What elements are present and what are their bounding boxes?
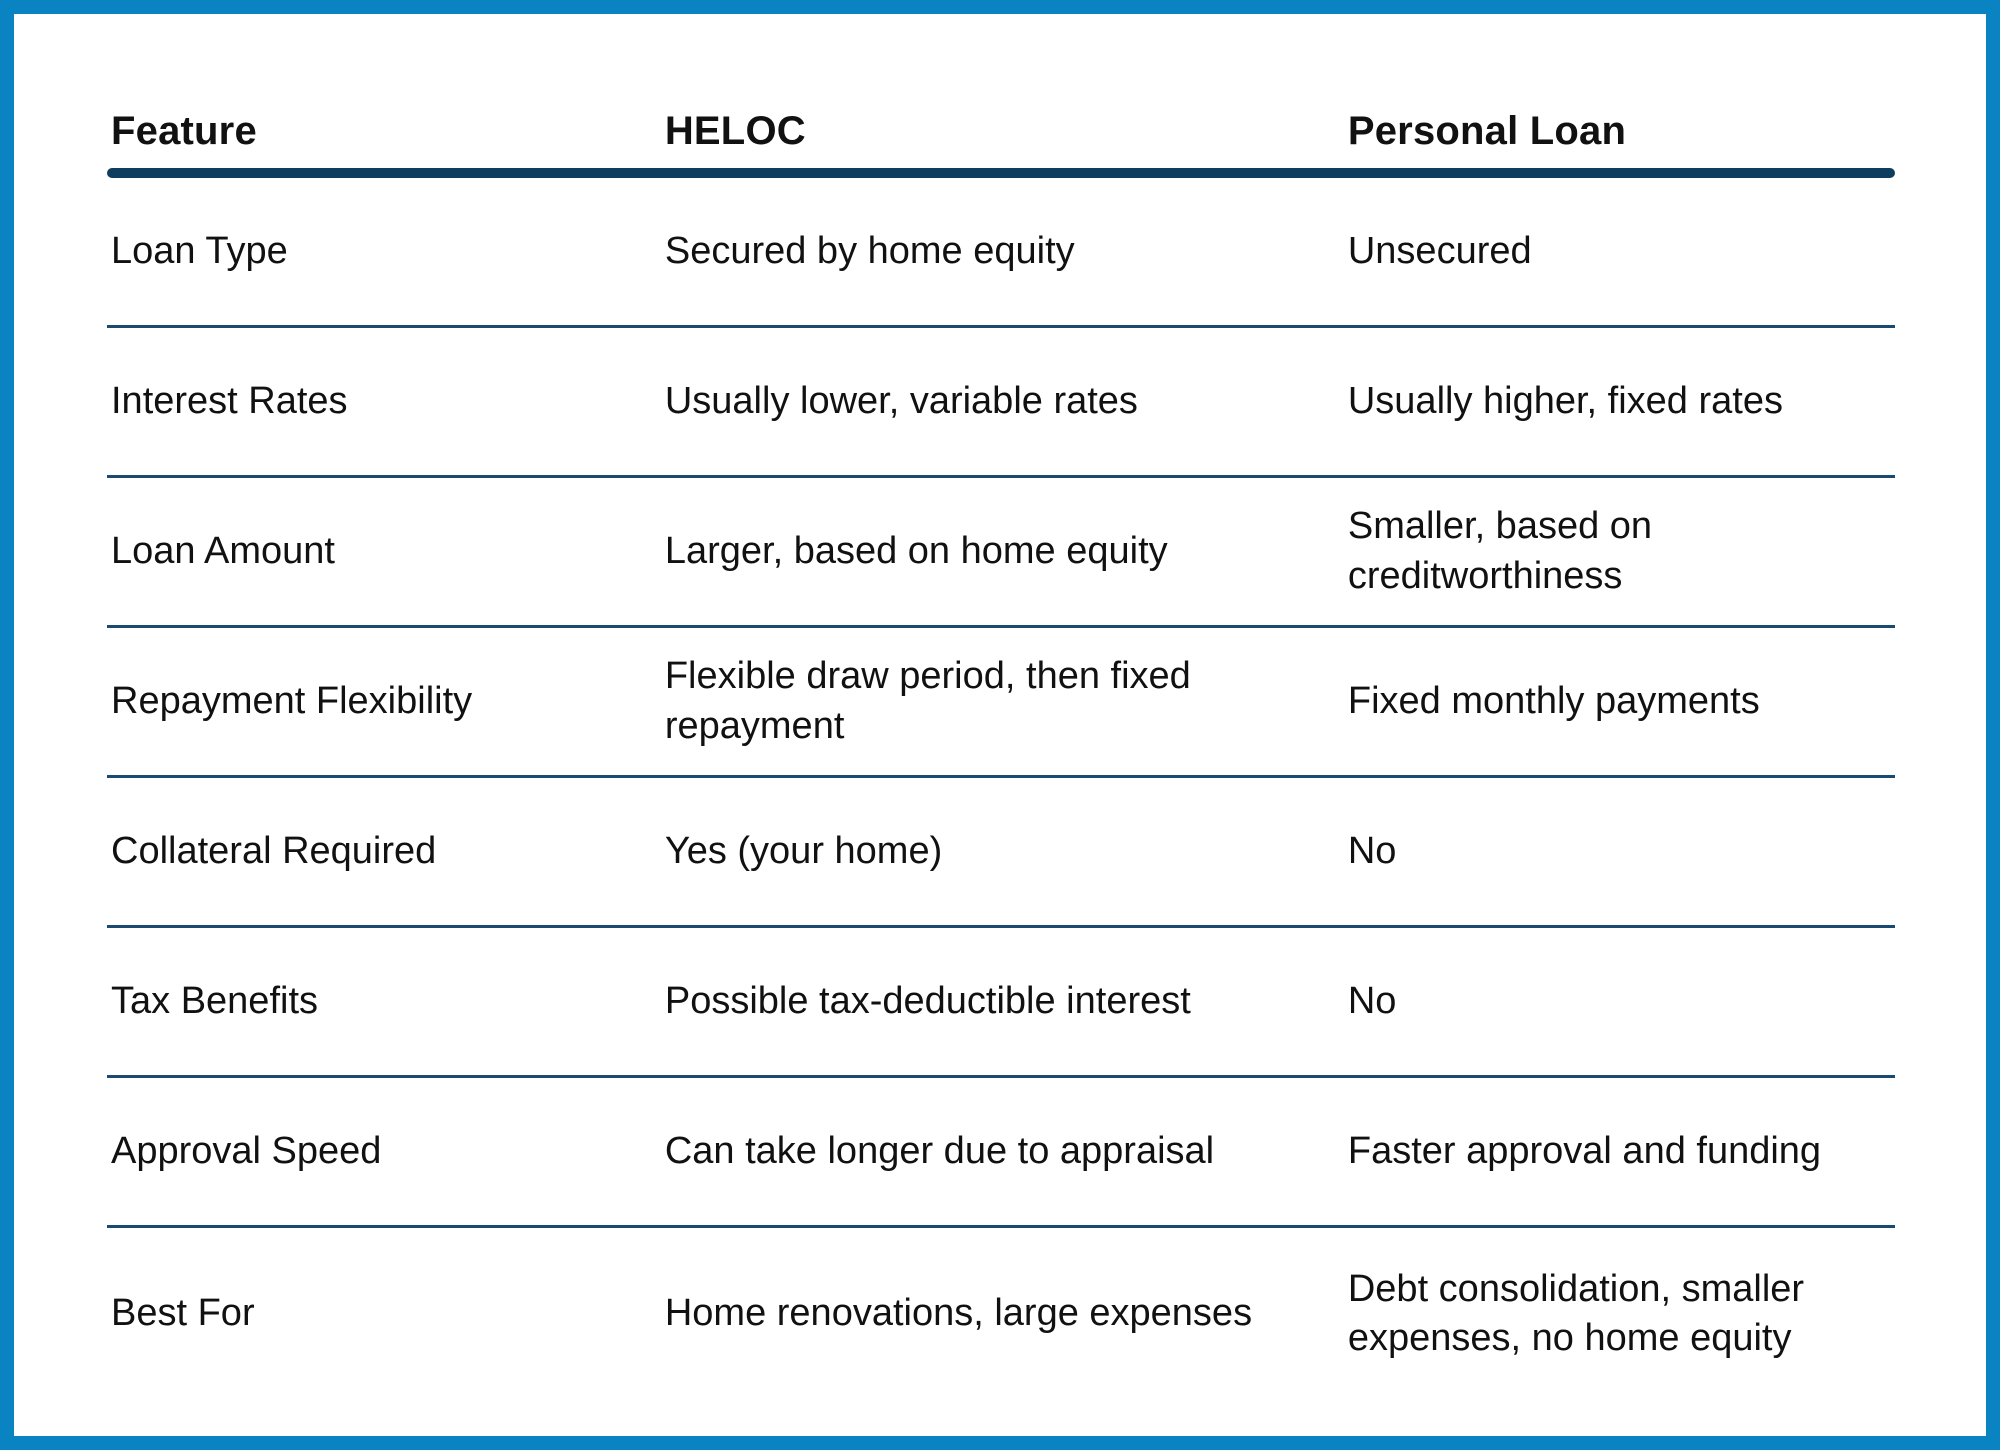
- cell-feature: Best For: [111, 1292, 255, 1335]
- cell-feature: Interest Rates: [111, 379, 348, 422]
- cell-personal-loan: Unsecured: [1347, 229, 1532, 272]
- cell-heloc: Yes (your home): [664, 829, 943, 872]
- cell-personal-loan: No: [1347, 979, 1397, 1022]
- table-row-loan-type: Loan Type Secured by home equity Unsecur…: [107, 178, 1895, 328]
- table-row-interest-rates: Interest Rates Usually lower, variable r…: [107, 328, 1895, 478]
- comparison-table: Feature HELOC Personal Loan Loan Type Se…: [107, 94, 1895, 1400]
- cell-heloc: Can take longer due to appraisal: [664, 1129, 1215, 1172]
- table-row-collateral-required: Collateral Required Yes (your home) No: [107, 778, 1895, 928]
- table-row-tax-benefits: Tax Benefits Possible tax-deductible int…: [107, 928, 1895, 1078]
- cell-heloc: Possible tax-deductible interest: [664, 979, 1191, 1022]
- cell-personal-loan: Faster approval and funding: [1347, 1129, 1822, 1172]
- table-header-row: Feature HELOC Personal Loan: [107, 94, 1895, 168]
- cell-heloc: Usually lower, variable rates: [664, 379, 1138, 422]
- cell-personal-loan: Smaller, based on creditworthiness: [1347, 505, 1653, 597]
- header-cell-personal-loan: Personal Loan: [1347, 108, 1627, 153]
- table-row-loan-amount: Loan Amount Larger, based on home equity…: [107, 478, 1895, 628]
- table-row-repayment-flexibility: Repayment Flexibility Flexible draw peri…: [107, 628, 1895, 778]
- table-row-approval-speed: Approval Speed Can take longer due to ap…: [107, 1078, 1895, 1228]
- cell-personal-loan: Debt consolidation, smaller expenses, no…: [1347, 1267, 1805, 1359]
- header-cell-heloc: HELOC: [664, 108, 806, 153]
- cell-feature: Tax Benefits: [111, 979, 318, 1022]
- cell-heloc: Larger, based on home equity: [664, 529, 1168, 572]
- cell-feature: Repayment Flexibility: [111, 679, 473, 722]
- cell-heloc: Secured by home equity: [664, 229, 1075, 272]
- cell-feature: Loan Type: [111, 229, 288, 272]
- cell-feature: Collateral Required: [111, 829, 437, 872]
- header-cell-feature: Feature: [111, 108, 257, 153]
- cell-personal-loan: Usually higher, fixed rates: [1347, 379, 1783, 422]
- header-divider: [107, 168, 1895, 178]
- cell-personal-loan: Fixed monthly payments: [1347, 679, 1760, 722]
- cell-heloc: Flexible draw period, then fixed repayme…: [664, 655, 1191, 747]
- cell-feature: Loan Amount: [111, 529, 335, 572]
- cell-personal-loan: No: [1347, 829, 1397, 872]
- cell-heloc: Home renovations, large expenses: [664, 1292, 1253, 1335]
- cell-feature: Approval Speed: [111, 1129, 382, 1172]
- table-row-best-for: Best For Home renovations, large expense…: [107, 1228, 1895, 1400]
